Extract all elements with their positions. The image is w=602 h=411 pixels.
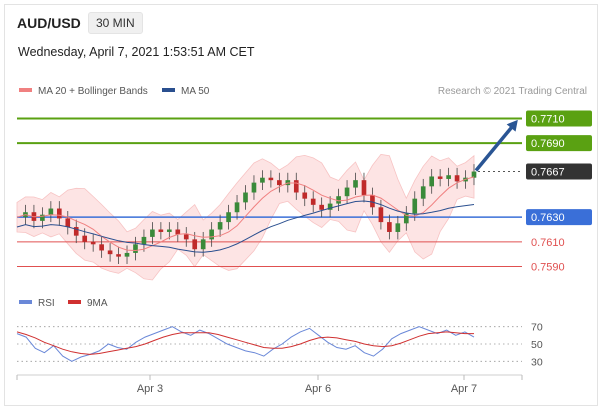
candle-body <box>429 176 435 187</box>
candle-body <box>99 244 104 251</box>
timeframe-badge[interactable]: 30 MIN <box>88 12 143 34</box>
candle-body <box>48 208 54 215</box>
candle-body <box>82 235 88 242</box>
forecast-arrow <box>474 123 516 172</box>
candle-body <box>327 203 333 210</box>
candle-body <box>107 250 113 255</box>
level-label: 0.7667 <box>531 167 565 179</box>
rsi-line <box>16 326 475 362</box>
level-label-bg <box>526 135 592 152</box>
legend-swatch-9ma <box>68 300 81 304</box>
rsi-ma-line <box>16 331 474 355</box>
candle-body <box>378 207 384 223</box>
legend-ma20-label: MA 20 + Bollinger Bands <box>38 86 148 97</box>
candle-body <box>251 182 257 193</box>
candle-body <box>260 177 265 183</box>
candle-body <box>277 180 282 186</box>
chart-datetime: Wednesday, April 7, 2021 1:53:51 AM CET <box>18 45 255 59</box>
candle-body <box>437 176 443 179</box>
candle-body <box>370 194 375 208</box>
rsi-tick-label: 70 <box>531 322 543 334</box>
level-label-bg <box>526 209 592 226</box>
legend-9ma-label: 9MA <box>87 298 108 309</box>
candle-body <box>167 229 172 232</box>
level-label-bg <box>526 110 592 127</box>
x-tick-label: Apr 6 <box>305 383 331 395</box>
candle-body <box>302 192 308 199</box>
rsi-tick-label: 50 <box>531 339 543 351</box>
candle-body <box>471 171 477 178</box>
candle-body <box>336 196 341 204</box>
x-tick-label: Apr 7 <box>451 383 477 395</box>
candle-body <box>116 254 121 257</box>
candle-body <box>226 212 231 223</box>
candle-body <box>124 252 130 257</box>
candle-body <box>403 213 409 224</box>
candle-body <box>420 186 426 199</box>
candle-body <box>293 180 299 193</box>
candle-body <box>40 214 45 221</box>
candle-body <box>141 236 147 245</box>
candle-body <box>310 198 316 205</box>
forecast-arrow-head <box>506 119 518 132</box>
candle-body <box>395 223 401 232</box>
level-label: 0.7610 <box>531 237 565 249</box>
candle-body <box>319 204 324 210</box>
candle-body <box>200 239 206 250</box>
candle-body <box>454 175 460 182</box>
candle-body <box>133 244 138 253</box>
level-label: 0.7690 <box>531 138 565 150</box>
rsi-tick-label: 30 <box>531 356 543 368</box>
candle-body <box>56 208 62 219</box>
candle-body <box>234 202 240 213</box>
candle-body <box>446 175 451 179</box>
level-label: 0.7630 <box>531 212 565 224</box>
candle-body <box>412 198 418 214</box>
candle-body <box>243 192 248 203</box>
symbol-title: AUD/USD <box>17 15 81 31</box>
candle-body <box>175 229 181 235</box>
level-label-bg <box>526 163 592 180</box>
candle-body <box>217 222 223 230</box>
x-tick-label: Apr 3 <box>137 383 163 395</box>
legend-swatch-rsi <box>19 300 32 304</box>
candle-body <box>387 222 392 232</box>
candle-body <box>192 239 198 250</box>
legend-swatch-ma50 <box>162 88 175 92</box>
candle-body <box>209 229 214 240</box>
candle-body <box>90 241 96 245</box>
candle-body <box>361 180 367 195</box>
candle-body <box>158 229 164 232</box>
candle-body <box>73 227 79 236</box>
credit-text: Research © 2021 Trading Central <box>438 86 587 97</box>
candle-body <box>150 229 155 237</box>
candle-body <box>344 187 350 197</box>
legend-swatch-ma20 <box>19 88 32 92</box>
legend-rsi-label: RSI <box>38 298 55 309</box>
candle-body <box>268 177 274 181</box>
candle-body <box>353 180 358 188</box>
candle-body <box>183 234 189 240</box>
legend-ma50-label: MA 50 <box>181 86 210 97</box>
ma20-line <box>16 176 475 252</box>
level-label: 0.7710 <box>531 114 565 126</box>
ma50-line <box>16 200 475 253</box>
level-label: 0.7590 <box>531 262 565 274</box>
candle-body <box>65 218 71 228</box>
